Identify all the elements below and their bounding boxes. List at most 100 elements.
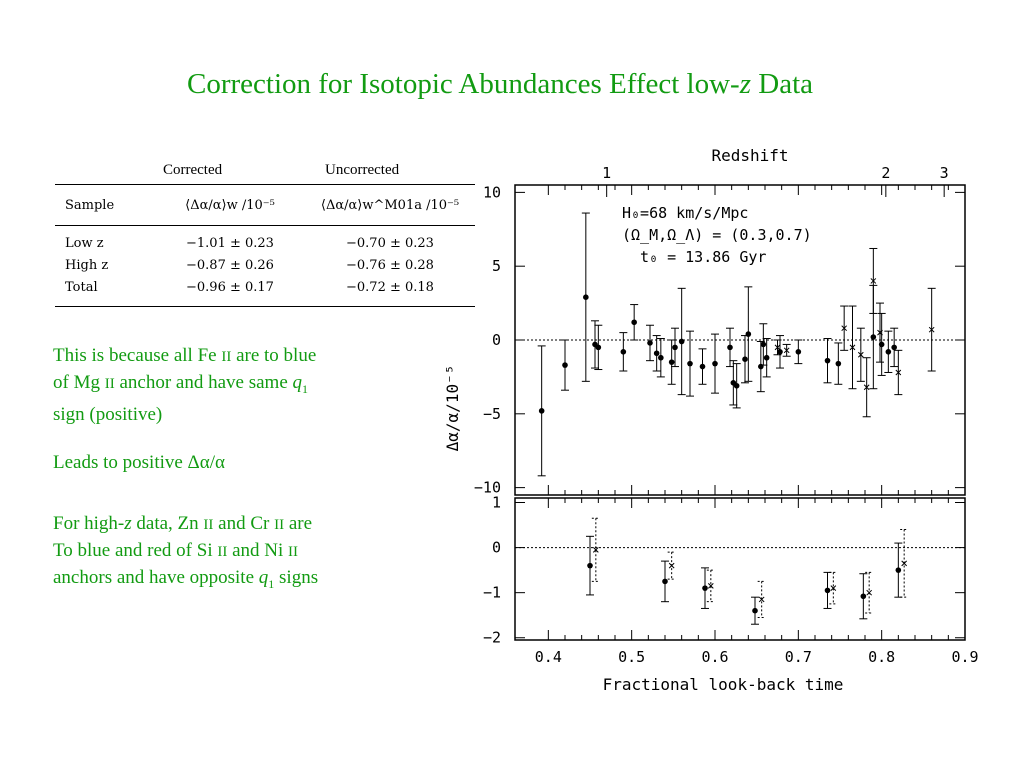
explanation-paragraph: This is because all Fe II are to blue of…: [53, 343, 316, 427]
data-point: [538, 408, 545, 414]
p3-text-h: signs: [274, 567, 319, 588]
x-tick-label: 0.7: [785, 648, 812, 666]
data-point: [658, 354, 664, 361]
data-point: [668, 359, 675, 365]
row-sample: High z: [65, 257, 109, 273]
row-corrected: −1.01 ± 0.23: [186, 235, 274, 251]
fe-ion-label: II: [221, 349, 232, 365]
data-point: [824, 587, 831, 594]
redshift-tick-label: 2: [881, 164, 890, 182]
data-point: [752, 607, 758, 614]
title-z: z: [739, 68, 751, 100]
q-subscript: 1: [268, 576, 275, 591]
data-point: [742, 356, 748, 362]
data-point-cross: [901, 560, 908, 567]
data-point: [824, 357, 831, 364]
row-sample: Low z: [65, 235, 104, 251]
p3-text-c: and Cr: [213, 513, 275, 534]
slide-title: Correction for Isotopic Abundances Effec…: [0, 68, 1000, 101]
p3-text-e: To blue and red of Si: [53, 540, 218, 561]
p3-text-d: are: [284, 513, 313, 534]
upper-y-tick-label: −5: [483, 405, 501, 423]
p1-text-d: anchor and have same: [114, 372, 293, 393]
upper-y-tick-label: 0: [492, 331, 501, 349]
data-point: [712, 360, 718, 367]
data-point-cross: [895, 369, 902, 376]
x-tick-label: 0.4: [535, 648, 562, 666]
row-uncorrected: −0.70 ± 0.23: [346, 235, 434, 251]
data-point: [595, 344, 602, 351]
q-subscript: 1: [302, 381, 309, 396]
data-point: [891, 344, 897, 351]
x-tick-label: 0.9: [951, 648, 978, 666]
data-point-cross: [774, 344, 781, 351]
data-point: [760, 341, 767, 348]
data-point-cross: [866, 589, 873, 596]
title-tail: Data: [751, 68, 813, 100]
row-sample: Total: [65, 279, 98, 295]
data-point: [678, 338, 685, 345]
data-point: [870, 334, 877, 340]
data-point-cross: [758, 596, 765, 603]
data-point: [687, 360, 693, 367]
caption-uncorrected: Uncorrected: [325, 162, 400, 178]
redshift-tick-label: 3: [940, 164, 949, 182]
p2-text: Leads to positive Δα/α: [53, 452, 225, 473]
upper-y-tick-label: 10: [483, 183, 501, 201]
ni-ion-label: II: [288, 544, 299, 560]
annotation-hubble: H₀=68 km/s/Mpc: [622, 204, 748, 222]
q-symbol: q: [292, 372, 303, 393]
data-point-cross: [830, 585, 837, 592]
y-axis-title: Δα/α/10⁻⁵: [443, 365, 462, 452]
annotation-omega: (Ω_M,Ω_Λ) = (0.3,0.7): [622, 226, 812, 244]
data-point-cross: [857, 351, 864, 358]
title-main: Correction for Isotopic Abundances Effec…: [186, 68, 740, 100]
caption-corrected: Corrected: [163, 162, 223, 178]
p1-text-e: sign (positive): [53, 403, 163, 425]
p1-text-c: of Mg: [53, 372, 105, 393]
data-point-cross: [592, 546, 599, 553]
upper-y-tick-label: 5: [492, 257, 501, 275]
data-point: [583, 294, 589, 300]
p1-text-a: This is because all Fe: [53, 345, 222, 366]
p3-text-b: data, Zn: [131, 513, 204, 534]
data-point-cross: [707, 583, 714, 589]
row-corrected: −0.87 ± 0.26: [186, 257, 274, 273]
data-point: [745, 331, 752, 337]
column-captions: Corrected Uncorrected: [55, 160, 475, 180]
table-row: Low z −1.01 ± 0.23 −0.70 ± 0.23: [55, 232, 475, 254]
data-point: [562, 362, 568, 368]
x-axis-title: Fractional look-back time: [603, 675, 844, 694]
data-point-cross: [841, 325, 848, 332]
redshift-tick-label: 1: [602, 164, 611, 182]
data-point: [733, 382, 740, 389]
row-uncorrected: −0.76 ± 0.28: [346, 257, 434, 273]
data-point-cross: [863, 384, 870, 391]
x-tick-label: 0.8: [868, 648, 895, 666]
data-point-cross: [668, 562, 675, 569]
data-point-cross: [783, 347, 790, 354]
data-point: [895, 567, 902, 573]
q-symbol: q: [258, 567, 269, 588]
positive-shift-paragraph: Leads to positive Δα/α: [53, 450, 225, 475]
p1-text-b: are to blue: [231, 345, 317, 366]
upper-y-tick-label: −10: [474, 479, 501, 497]
header-corrected: ⟨Δα/α⟩w /10⁻⁵: [185, 197, 275, 213]
data-point: [702, 585, 708, 591]
data-point: [763, 354, 770, 361]
data-point-cross: [877, 329, 883, 336]
lower-y-tick-label: 1: [492, 494, 501, 512]
data-point: [885, 349, 892, 355]
data-point: [647, 340, 653, 346]
data-point: [699, 363, 706, 370]
data-point: [727, 344, 733, 351]
data-point: [631, 319, 637, 326]
table-header: Sample ⟨Δα/α⟩w /10⁻⁵ ⟨Δα/α⟩w^M01a /10⁻⁵: [55, 185, 475, 226]
table-row: High z −0.87 ± 0.26 −0.76 ± 0.28: [55, 254, 475, 276]
annotation-age: t₀ = 13.86 Gyr: [640, 248, 766, 266]
data-point: [860, 593, 867, 600]
results-table: Sample ⟨Δα/α⟩w /10⁻⁵ ⟨Δα/α⟩w^M01a /10⁻⁵ …: [55, 184, 475, 307]
header-uncorrected: ⟨Δα/α⟩w^M01a /10⁻⁵: [320, 197, 460, 213]
data-point: [795, 349, 802, 355]
